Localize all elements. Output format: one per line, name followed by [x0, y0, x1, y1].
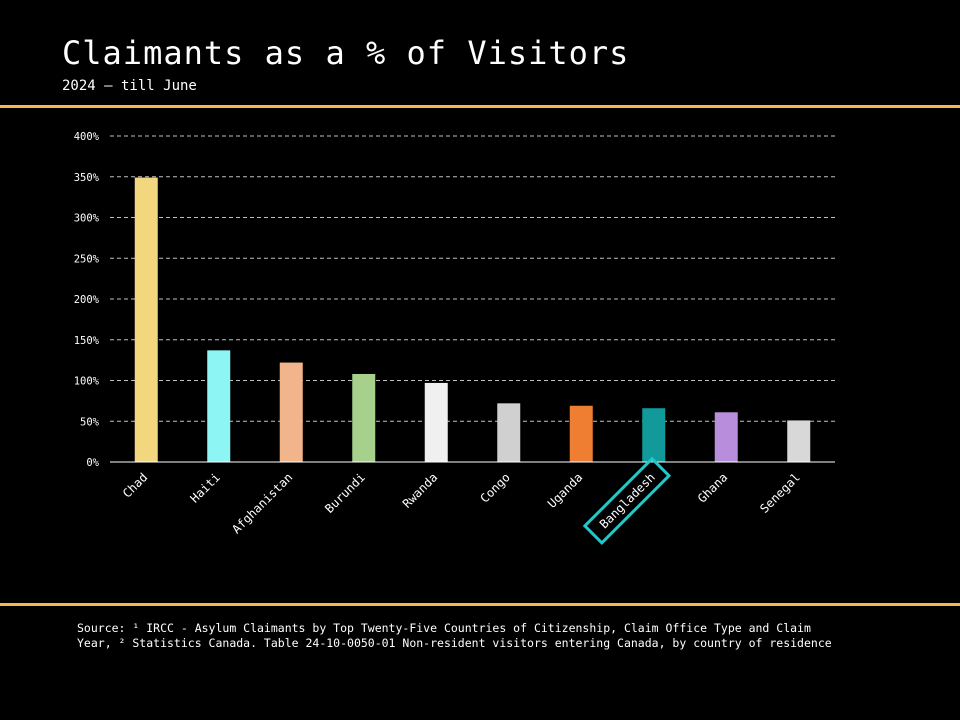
bar-rwanda [424, 382, 448, 462]
x-tick-label-bangladesh: Bangladesh [597, 470, 658, 531]
y-tick-label: 150% [74, 335, 100, 347]
y-tick-label: 250% [74, 253, 100, 265]
bar-ghana [714, 412, 738, 462]
bar-uganda [569, 405, 593, 462]
x-tick-label-burundi: Burundi [322, 470, 368, 516]
x-tick-label-congo: Congo [477, 470, 512, 505]
x-tick-label-rwanda: Rwanda [400, 470, 441, 511]
bar-afghanistan [279, 362, 303, 462]
bar-chad [134, 177, 158, 462]
source-note: Source: ¹ IRCC - Asylum Claimants by Top… [77, 621, 832, 650]
gridlines [110, 135, 835, 422]
x-tick-label-uganda: Uganda [545, 470, 586, 511]
header-divider [0, 105, 960, 108]
x-tick-label-chad: Chad [120, 470, 150, 500]
bars [134, 177, 811, 462]
bar-bangladesh [642, 408, 666, 462]
x-tick-label-afghanistan: Afghanistan [229, 470, 295, 536]
bar-haiti [207, 350, 231, 462]
y-tick-label: 200% [74, 294, 100, 306]
chart-title: Claimants as a % of Visitors [62, 34, 630, 72]
bar-burundi [352, 373, 376, 462]
bar-congo [497, 403, 521, 462]
y-tick-label: 350% [74, 172, 100, 184]
highlight-box [582, 456, 672, 546]
bar-senegal [787, 420, 811, 462]
bar-chart: 0% 50% 100% 150% 200% 250% 300% 350% 400% Chad Ha… [74, 131, 835, 546]
x-tick-label-ghana: Ghana [695, 470, 730, 505]
y-tick-label: 100% [74, 376, 100, 388]
y-axis-ticks: 0% 50% 100% 150% 200% 250% 300% 350% 400% [74, 131, 100, 469]
x-tick-label-haiti: Haiti [187, 470, 222, 505]
x-tick-label-senegal: Senegal [757, 470, 803, 516]
y-tick-label: 300% [74, 213, 100, 225]
chart-subtitle: 2024 – till June [62, 78, 197, 94]
footer-divider [0, 603, 960, 606]
y-tick-label: 50% [80, 416, 100, 428]
y-tick-label: 400% [74, 131, 100, 143]
y-tick-label: 0% [86, 457, 99, 469]
x-axis-labels: Chad Haiti Afghanistan Burundi Rwanda Congo Ug… [120, 470, 803, 536]
